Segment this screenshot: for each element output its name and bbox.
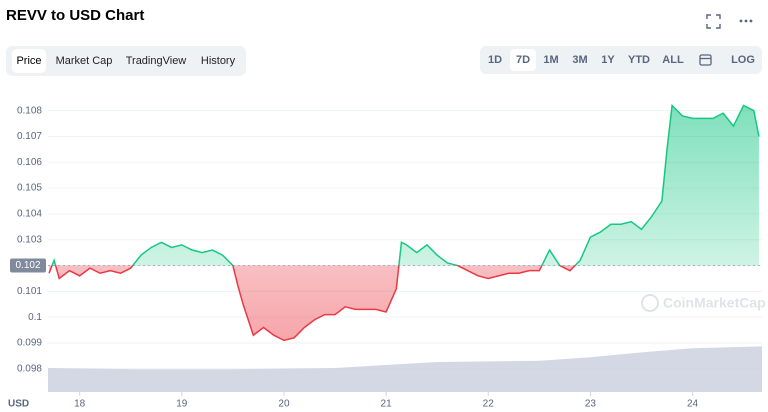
range-button[interactable]: 3M (572, 54, 587, 66)
range-button[interactable]: 7D (516, 54, 530, 66)
range-button[interactable]: 1M (543, 54, 558, 66)
x-tick-label: 20 (278, 399, 290, 410)
baseline-label: 0.102 (15, 260, 40, 271)
price-area-down (49, 265, 576, 341)
y-axis-unit: USD (8, 399, 29, 410)
y-tick-label: 0.106 (17, 157, 42, 168)
tab[interactable]: History (201, 55, 236, 67)
tab[interactable]: TradingView (126, 55, 187, 67)
watermark: CoinMarketCap (641, 294, 766, 312)
calendar-body (699, 54, 712, 66)
y-tick-label: 0.099 (17, 338, 42, 349)
calendar-icon[interactable] (699, 54, 712, 66)
range-group (480, 46, 762, 74)
y-tick-label: 0.104 (17, 209, 42, 220)
price-line-up (51, 103, 760, 266)
y-tick-label: 0.107 (17, 131, 42, 142)
x-tick-label: 18 (74, 399, 86, 410)
x-tick-label: 24 (687, 399, 699, 410)
y-tick-label: 0.103 (17, 234, 42, 245)
watermark-logo (641, 294, 659, 312)
watermark-text: CoinMarketCap (663, 295, 766, 311)
log-button[interactable]: LOG (731, 54, 755, 66)
range-active (510, 49, 536, 71)
x-tick-label: 22 (483, 399, 495, 410)
y-tick-label: 0.108 (17, 105, 42, 116)
tab-active (12, 49, 46, 73)
range-button[interactable]: 1Y (601, 54, 615, 66)
chart-title: REVV to USD Chart (6, 7, 144, 24)
fullscreen-icon[interactable] (706, 14, 721, 29)
price-area-up (49, 105, 759, 266)
more-icon[interactable] (739, 19, 753, 23)
range-button[interactable]: 1D (488, 54, 502, 66)
tab-group (6, 46, 246, 76)
x-tick-label: 23 (585, 399, 597, 410)
tab[interactable]: Price (16, 55, 41, 67)
tab[interactable]: Market Cap (56, 55, 113, 67)
baseline-label-box (10, 258, 46, 273)
volume-area (48, 346, 762, 392)
range-button[interactable]: YTD (628, 54, 650, 66)
x-tick-label: 21 (381, 399, 393, 410)
y-tick-label: 0.098 (17, 363, 42, 374)
x-tick-label: 19 (176, 399, 188, 410)
y-tick-label: 0.1 (28, 312, 42, 323)
y-tick-label: 0.101 (17, 286, 42, 297)
y-tick-label: 0.105 (17, 183, 42, 194)
range-button[interactable]: ALL (662, 54, 684, 66)
